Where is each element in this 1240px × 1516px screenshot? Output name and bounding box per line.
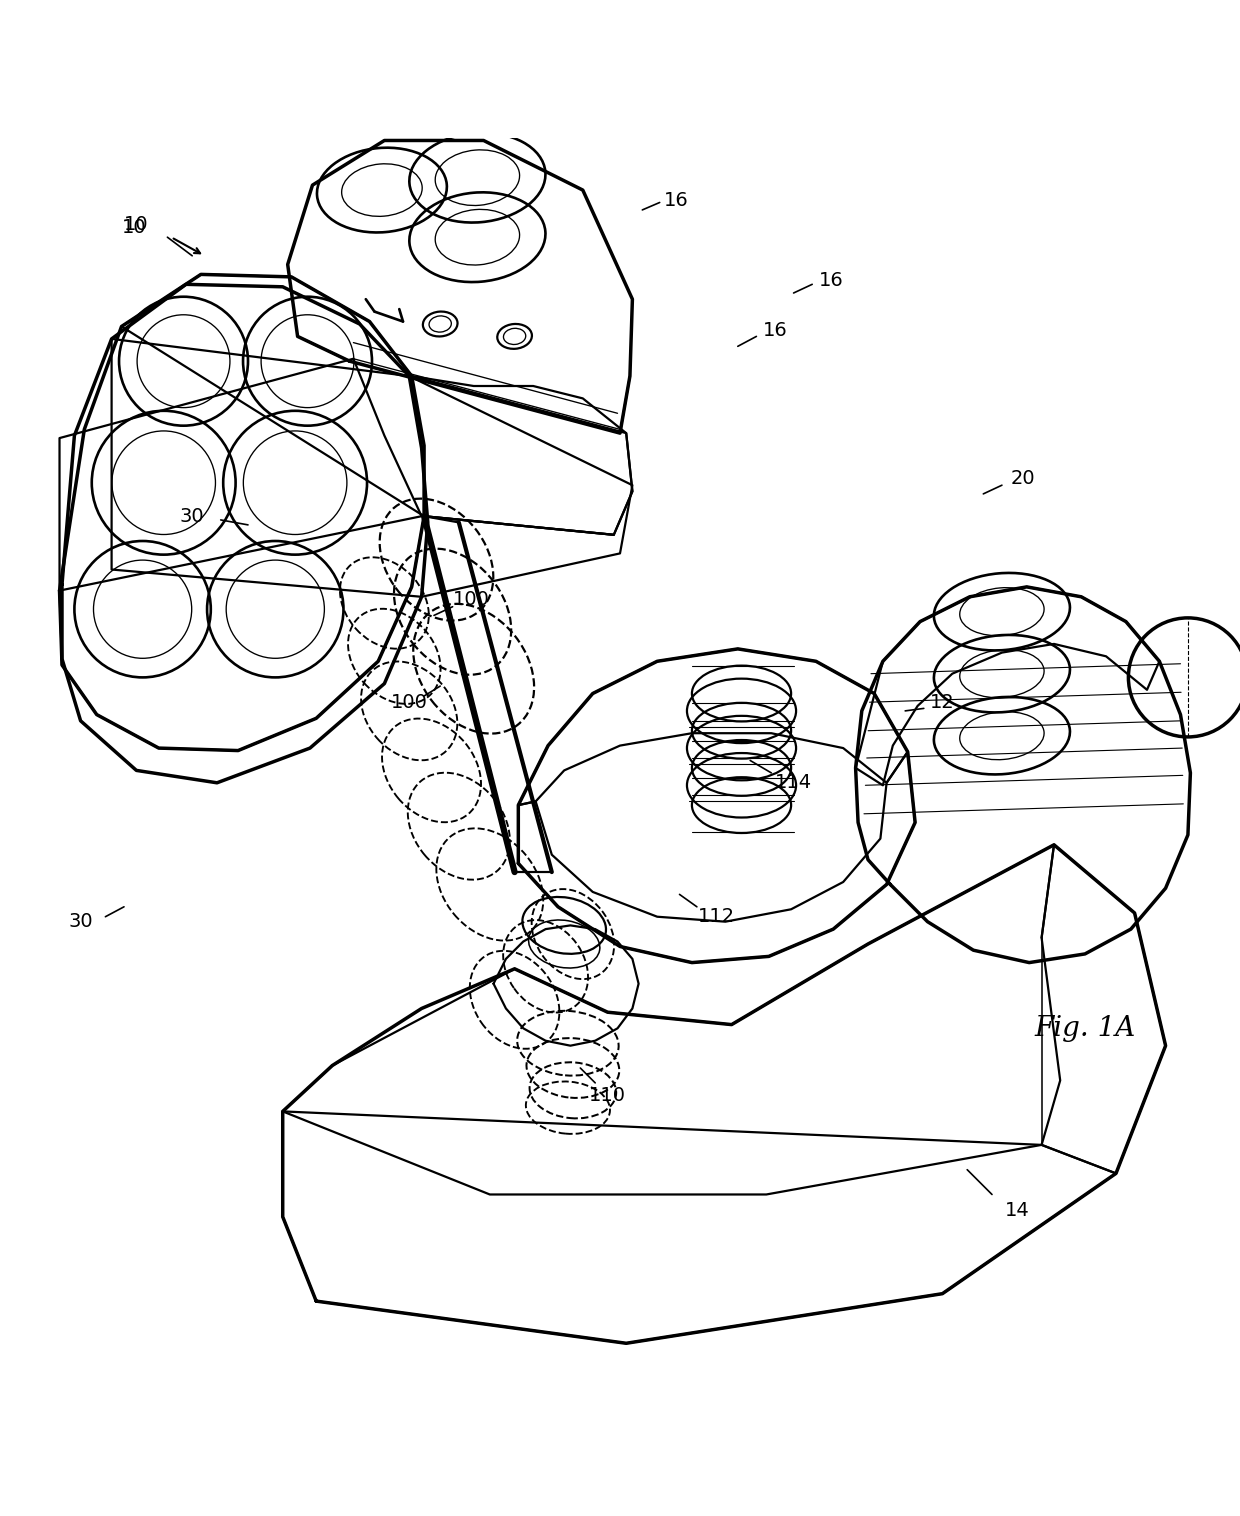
Text: 12: 12 <box>930 693 955 711</box>
Text: 10: 10 <box>124 215 149 235</box>
Text: Fig. 1A: Fig. 1A <box>1034 1014 1136 1041</box>
Text: 112: 112 <box>698 907 735 926</box>
Text: 114: 114 <box>775 773 812 793</box>
Text: 30: 30 <box>68 913 93 931</box>
Text: 100: 100 <box>453 590 490 609</box>
Text: 30: 30 <box>180 506 205 526</box>
Text: 16: 16 <box>763 321 787 340</box>
Text: 110: 110 <box>589 1085 626 1105</box>
Text: 10: 10 <box>122 218 146 236</box>
Text: 14: 14 <box>1004 1201 1029 1220</box>
Text: 100: 100 <box>391 693 428 711</box>
Text: 16: 16 <box>663 191 688 209</box>
Text: 16: 16 <box>818 271 843 290</box>
Text: 20: 20 <box>1011 470 1035 488</box>
